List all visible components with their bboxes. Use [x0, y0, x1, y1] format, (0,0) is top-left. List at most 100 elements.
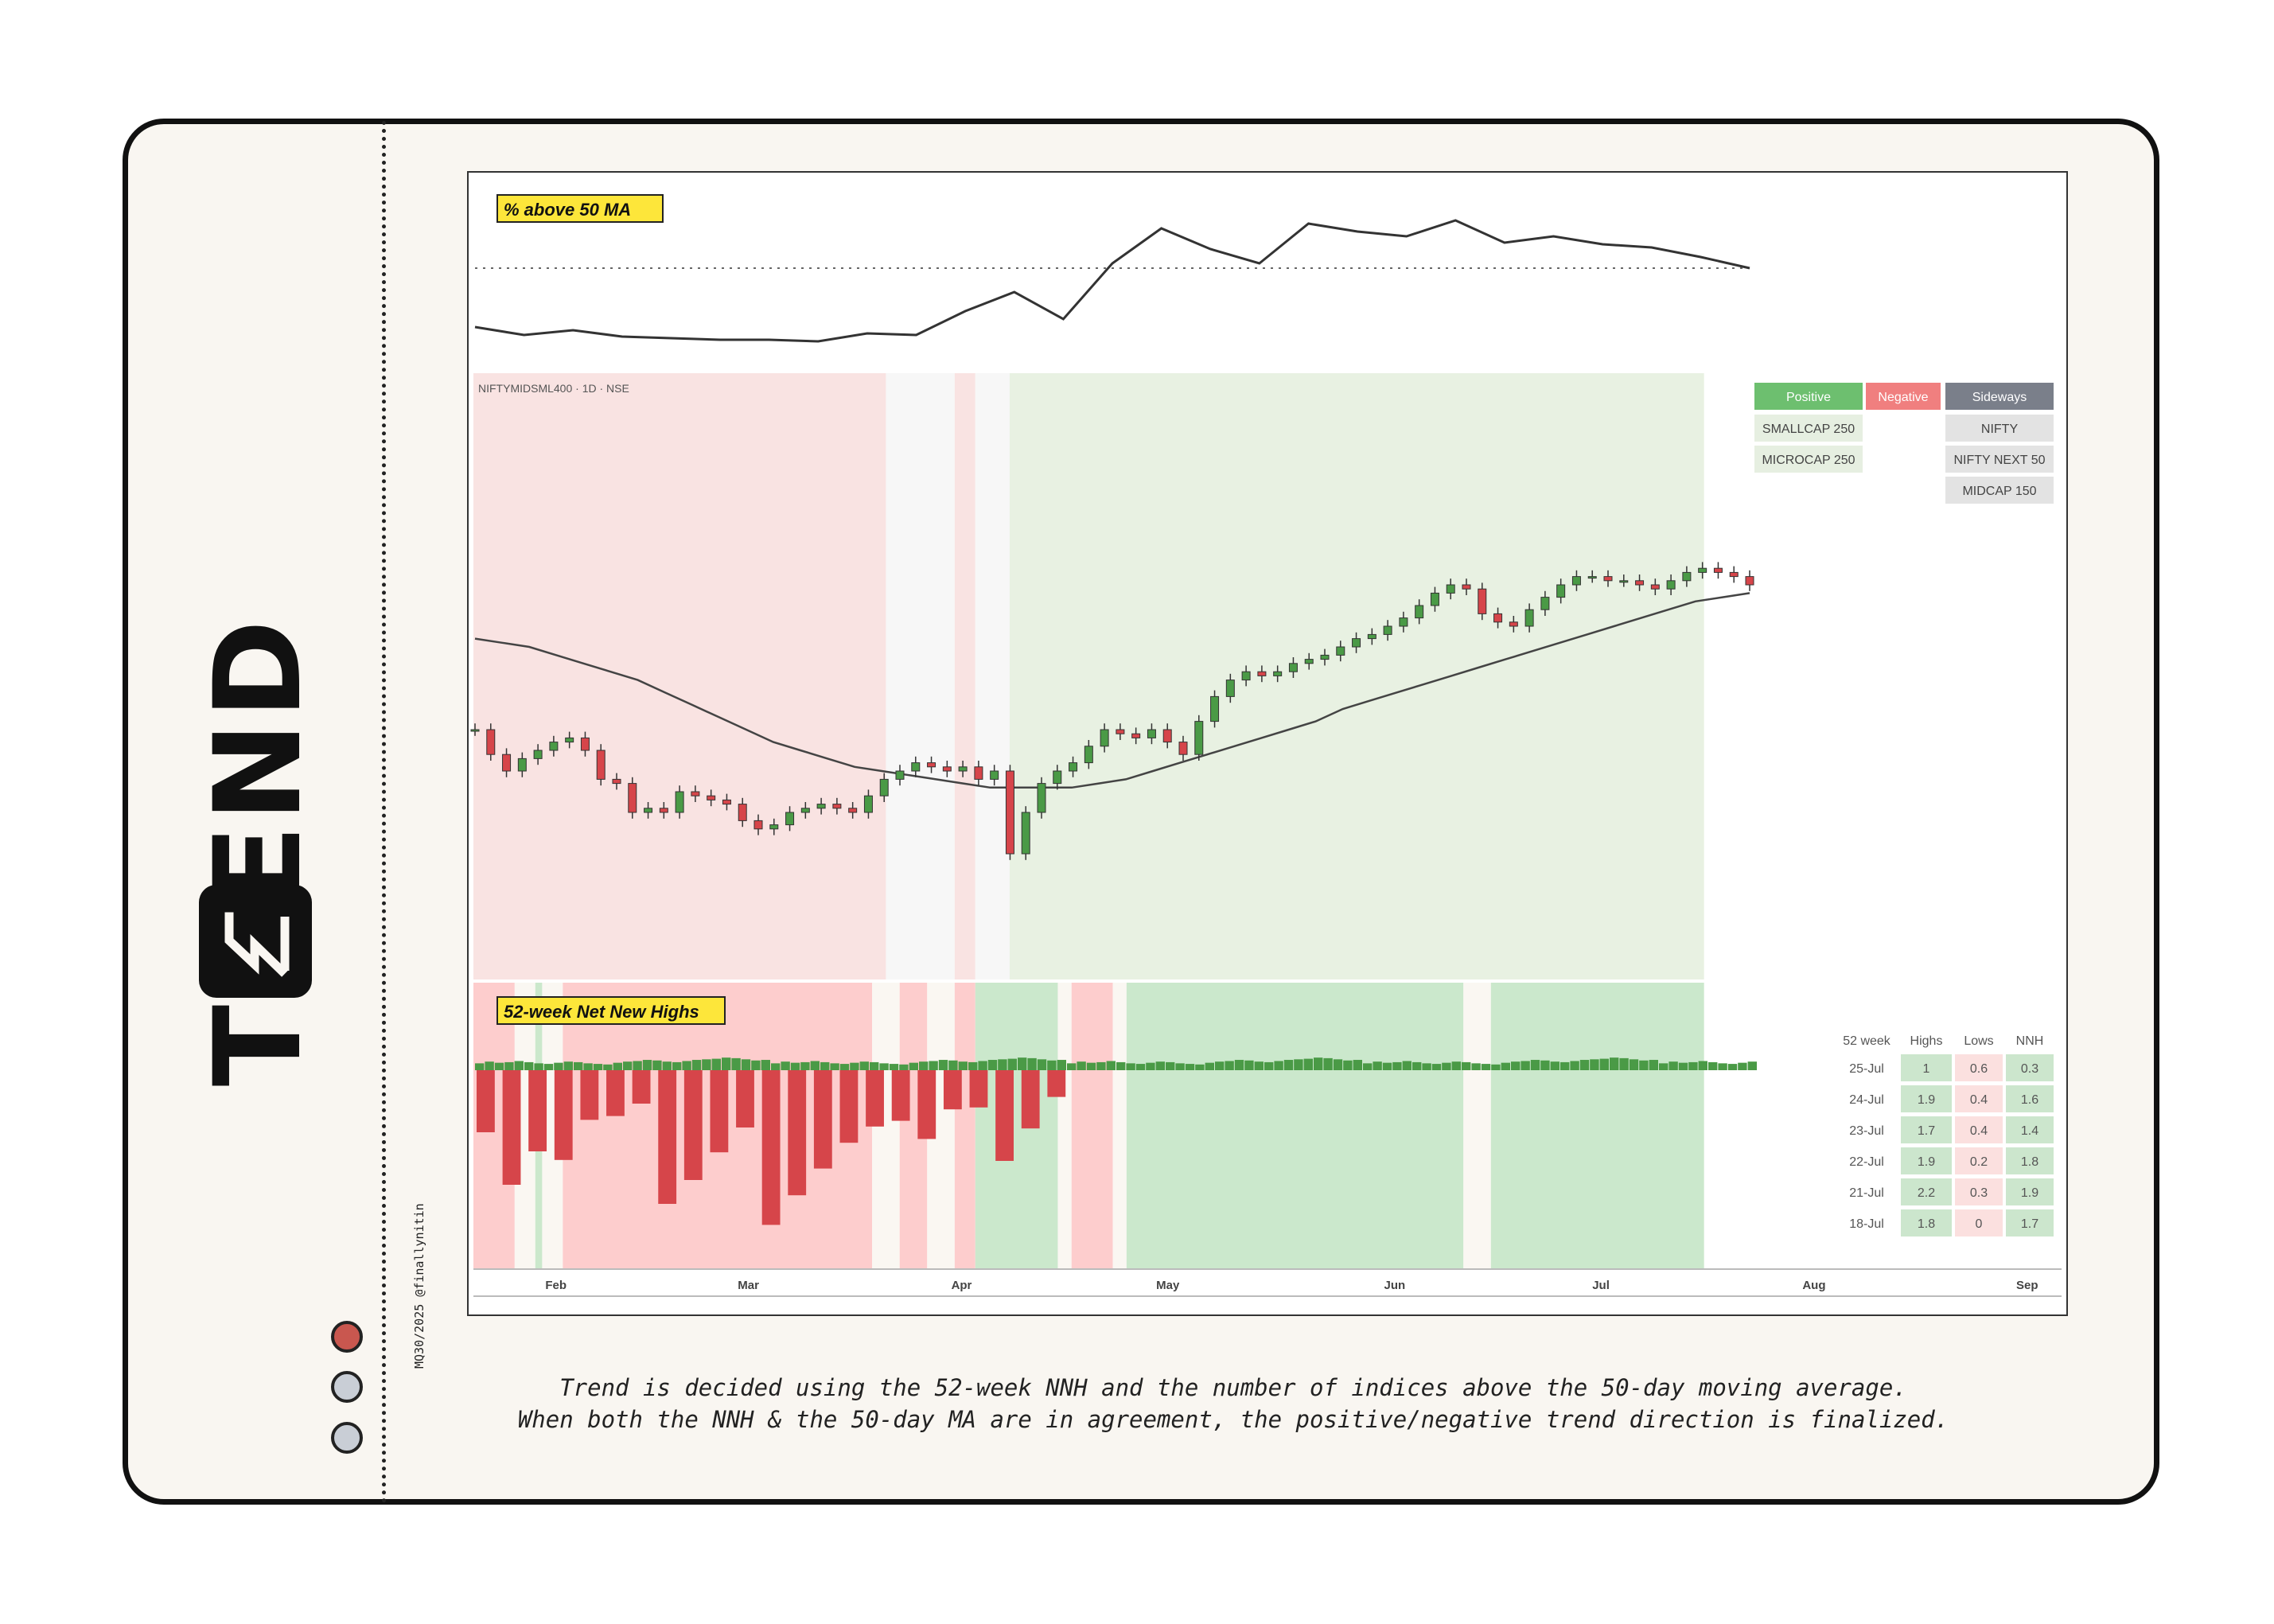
nnh-bar-negative	[658, 1070, 677, 1204]
nnh-bar-positive	[1254, 1061, 1264, 1070]
nnh-bar-positive	[504, 1061, 514, 1070]
nnh-bar-positive	[1037, 1059, 1047, 1070]
nnh-bar-positive	[652, 1060, 662, 1070]
candle	[691, 785, 700, 802]
nnh-table-value: 0.2	[1970, 1155, 1988, 1169]
candle-body	[1162, 729, 1172, 743]
pct-above-50ma-line	[474, 219, 1750, 343]
nnh-table-cell	[1955, 1085, 2003, 1112]
nnh-bar-positive	[662, 1061, 672, 1070]
candle	[722, 793, 731, 811]
nnh-bar-positive	[919, 1061, 929, 1070]
x-axis: Feb Mar Apr May Jun Jul Aug Sep	[473, 1268, 2062, 1297]
candle-body	[1037, 783, 1046, 813]
nnh-bar-positive	[1550, 1061, 1559, 1070]
candle	[675, 785, 684, 819]
nnh-bar-positive	[1185, 1064, 1195, 1070]
x-tick-label: Sep	[2016, 1279, 2038, 1292]
candle	[1729, 566, 1739, 583]
nnh-table-cell	[2006, 1116, 2054, 1143]
nnh-bar-positive	[554, 1062, 563, 1070]
candle	[1194, 715, 1204, 761]
candle	[1446, 578, 1455, 600]
candle	[769, 818, 779, 835]
slide-title: TREND	[189, 616, 328, 1087]
nnh-bar-positive	[1579, 1060, 1590, 1070]
caption-line-1: Trend is decided using the 52-week NNH a…	[559, 1374, 1907, 1401]
nnh-bar-negative	[554, 1070, 573, 1160]
nnh-table-cell	[2006, 1054, 2054, 1081]
nnh-bar-positive	[781, 1061, 790, 1070]
candle-body	[1415, 605, 1424, 619]
nnh-table: 52 week Highs Lows NNH 25-Jul 1 0.6 0.3 24-Jul 1.…	[1843, 1034, 2054, 1236]
nnh-bar-positive	[1205, 1062, 1214, 1070]
candle-body	[1005, 770, 1014, 855]
candle	[1320, 648, 1330, 666]
nnh-bar-positive	[1501, 1062, 1510, 1070]
candle-body	[800, 808, 810, 813]
nav-dot-2[interactable]	[331, 1371, 363, 1403]
candle	[1383, 620, 1392, 641]
candle-body	[848, 808, 858, 813]
candle-body	[1430, 592, 1439, 606]
nnh-table-cell	[1901, 1178, 1952, 1205]
candle	[1682, 566, 1692, 587]
candle-body	[1682, 571, 1692, 582]
candle-body	[1336, 646, 1345, 656]
nnh-bar-negative	[502, 1070, 521, 1185]
candle-body	[1446, 584, 1455, 594]
nnh-bar-positive	[494, 1062, 504, 1070]
candle-body	[1021, 812, 1030, 855]
nnh-bar-positive	[1392, 1061, 1402, 1070]
nnh-bar-positive	[613, 1062, 622, 1070]
candle	[1713, 562, 1723, 579]
nnh-table-value: 2.2	[1918, 1186, 1935, 1200]
candle	[1131, 727, 1141, 745]
candle-body	[911, 762, 921, 772]
nnh-table-cell	[2006, 1178, 2054, 1205]
nnh-bar-positive	[711, 1058, 721, 1070]
nnh-bar-negative	[1047, 1070, 1066, 1097]
candle-body	[675, 791, 684, 813]
nnh-bar-positive	[1294, 1059, 1303, 1070]
nnh-bar-positive	[1610, 1057, 1619, 1070]
nnh-table-header: Lows	[1964, 1034, 1993, 1048]
candle	[1478, 582, 1487, 621]
nnh-bar-positive	[790, 1062, 800, 1070]
candle-body	[1540, 597, 1550, 610]
nnh-bar-negative	[1021, 1070, 1040, 1129]
regime-header-positive	[1754, 383, 1863, 410]
nnh-bar-positive	[1649, 1060, 1658, 1070]
nav-dot-1[interactable]	[331, 1321, 363, 1353]
nnh-table-value: 18-Jul	[1849, 1217, 1884, 1231]
nnh-bar-positive	[574, 1061, 583, 1070]
candle-body	[1462, 584, 1471, 590]
nnh-table-value: 0.3	[1970, 1186, 1988, 1200]
regime-header-label: Sideways	[1972, 391, 2027, 404]
candle	[1037, 777, 1046, 819]
candle-body	[1257, 671, 1267, 676]
candle-body	[549, 742, 559, 751]
nnh-bar-positive	[1027, 1057, 1037, 1070]
nnh-bar-positive	[1530, 1060, 1540, 1070]
nnh-bar-negative	[477, 1070, 495, 1132]
candle	[1100, 723, 1109, 753]
candle-body	[1556, 584, 1566, 598]
nnh-bar-positive	[889, 1064, 899, 1070]
nnh-bar-positive	[987, 1060, 998, 1070]
candle-body	[1304, 659, 1314, 664]
nnh-bar-positive	[672, 1061, 682, 1070]
candle	[1147, 723, 1156, 745]
candle-body	[707, 795, 716, 800]
nnh-bar-positive	[1521, 1061, 1530, 1070]
nnh-bar-positive	[702, 1059, 711, 1070]
candle-body	[895, 770, 905, 780]
nnh-regime-band-14	[1126, 983, 1464, 1269]
candle-body	[722, 799, 731, 805]
regime-cell-label: MIDCAP 150	[1962, 485, 2036, 498]
candle-body	[927, 762, 936, 768]
nnh-bar-negative	[736, 1070, 754, 1127]
candle-body	[1131, 733, 1141, 738]
nav-dot-3[interactable]	[331, 1422, 363, 1454]
candle	[486, 723, 496, 761]
